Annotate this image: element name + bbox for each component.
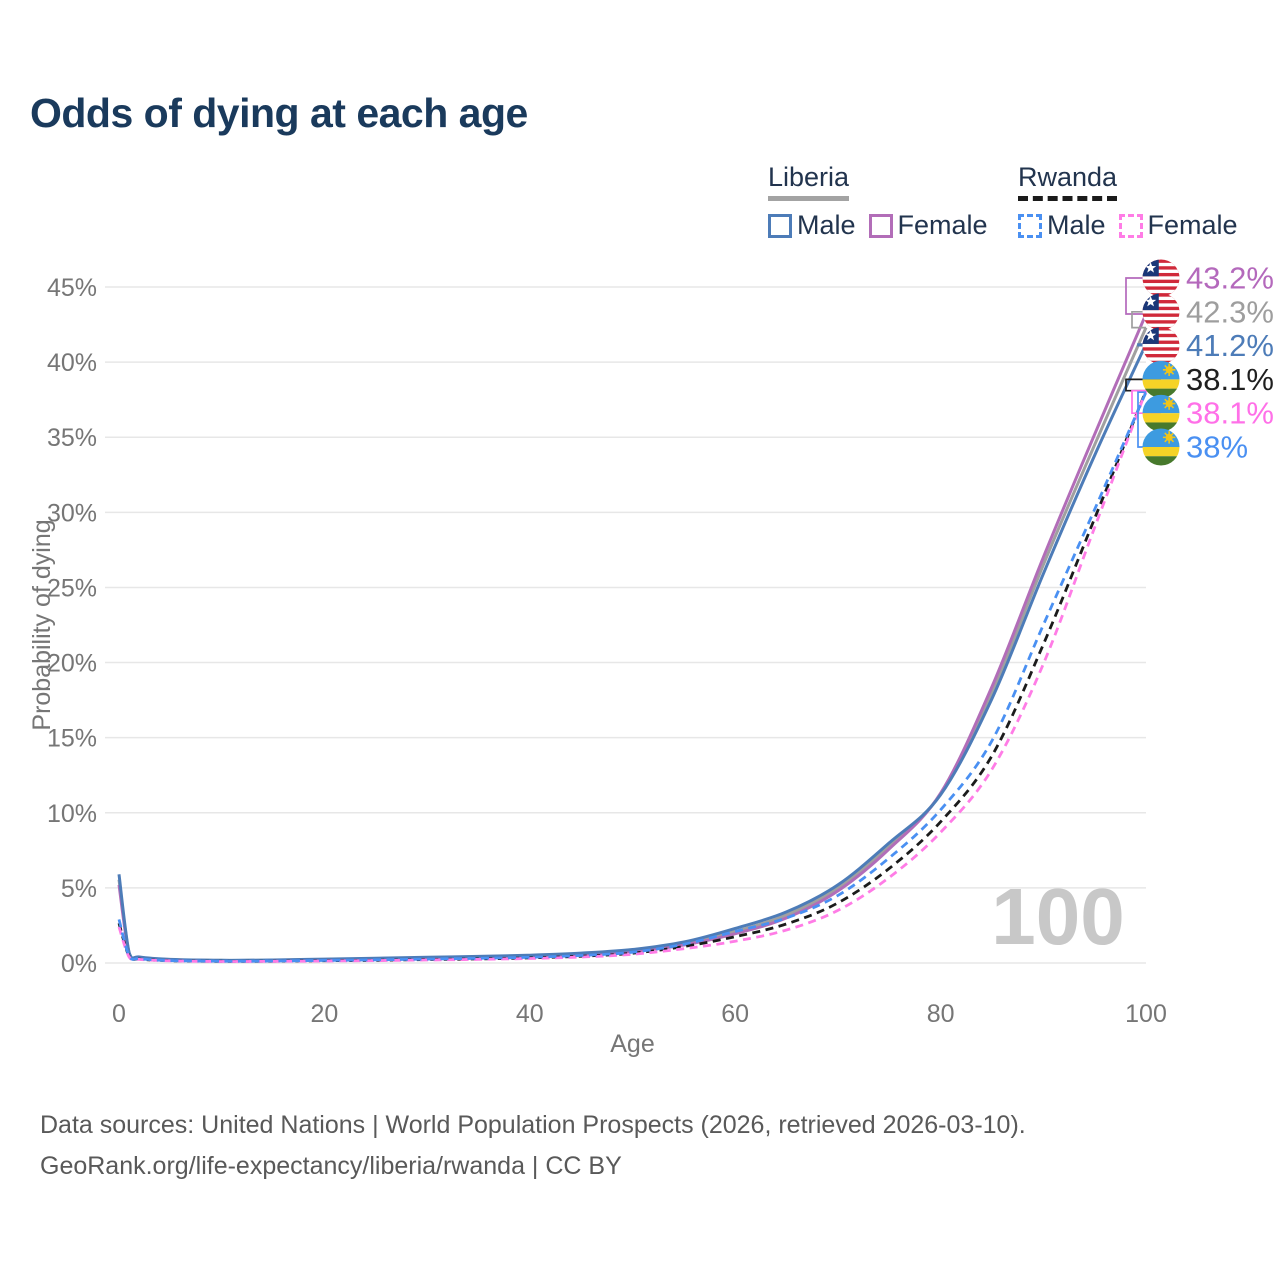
end-label-value: 43.2%: [1186, 261, 1274, 296]
x-axis-tick-label: 40: [516, 1000, 544, 1028]
rwanda-flag-icon: [1142, 394, 1180, 432]
legend-swatch-rwanda-female: [1118, 213, 1143, 238]
end-label-value: 38.1%: [1186, 362, 1274, 397]
rwanda-flag-icon: [1142, 428, 1180, 466]
legend-group-liberia: Liberia Male Female: [768, 163, 1001, 241]
legend-label-rwanda-female: Female: [1147, 210, 1238, 241]
legend-label-rwanda-male: Male: [1047, 210, 1106, 241]
mortality-line-chart: 0% 5% 10% 15% 20% 25% 30% 35% 40% 45% 0 20 40 60 80 100…: [28, 259, 1274, 1058]
legend-swatch-liberia-female: [868, 213, 893, 238]
series-line-liberia-female[interactable]: [117, 313, 1148, 963]
series-line-rwanda-female[interactable]: [117, 390, 1148, 963]
footer-data-sources: Data sources: United Nations | World Pop…: [40, 1111, 1026, 1139]
legend-item-liberia-female[interactable]: Female: [868, 210, 988, 241]
y-axis-tick-label: 10%: [47, 800, 97, 828]
y-axis-tick-label: 30%: [47, 499, 97, 527]
page-title: Odds of dying at each age: [30, 90, 528, 136]
footer-attribution: GeoRank.org/life-expectancy/liberia/rwan…: [40, 1152, 622, 1180]
legend-country-rwanda[interactable]: Rwanda: [1018, 163, 1118, 202]
y-axis-tick-label: 20%: [47, 650, 97, 678]
end-label-value: 38.1%: [1186, 396, 1274, 431]
legend-item-liberia-male[interactable]: Male: [768, 210, 856, 241]
rwanda-flag-icon: [1142, 360, 1180, 398]
x-axis-title: Age: [610, 1030, 654, 1058]
x-axis-tick-label: 0: [112, 1000, 126, 1028]
legend-label-liberia-female: Female: [897, 210, 988, 241]
x-axis-tick-label: 20: [310, 1000, 338, 1028]
y-axis-tick-label: 5%: [61, 875, 97, 903]
liberia-flag-icon: [1142, 293, 1180, 331]
legend-label-liberia-male: Male: [797, 210, 856, 241]
liberia-flag-icon: [1142, 259, 1180, 297]
end-label-value: 42.3%: [1186, 294, 1274, 329]
y-axis-title: Probability of dying: [28, 519, 56, 730]
y-axis-tick-label: 35%: [47, 424, 97, 452]
legend-swatch-rwanda-male: [1018, 213, 1042, 238]
y-axis-tick-label: 25%: [47, 574, 97, 602]
y-axis-tick-label: 15%: [47, 725, 97, 753]
x-axis-tick-label: 80: [927, 1000, 955, 1028]
legend-item-rwanda-female[interactable]: Female: [1118, 210, 1238, 241]
x-axis-tick-label: 60: [721, 1000, 749, 1028]
x-axis-tick-label: 100: [1125, 1000, 1167, 1028]
y-axis-tick-label: 45%: [47, 274, 97, 302]
series-line-liberia[interactable]: [117, 326, 1148, 962]
legend-item-rwanda-male[interactable]: Male: [1018, 210, 1106, 241]
legend-group-rwanda: Rwanda Male Female: [1018, 163, 1251, 241]
series-line-rwanda-male[interactable]: [117, 391, 1148, 963]
legend-swatch-liberia-male: [768, 213, 792, 238]
y-axis-tick-label: 40%: [47, 349, 97, 377]
end-label-value: 38%: [1186, 430, 1248, 465]
footer: Data sources: United Nations | World Pop…: [40, 1105, 1026, 1187]
end-label-value: 41.2%: [1186, 328, 1274, 363]
y-axis-tick-label: 0%: [61, 950, 97, 978]
watermark: 100: [991, 872, 1124, 961]
liberia-flag-icon: [1142, 327, 1180, 365]
legend-country-liberia[interactable]: Liberia: [768, 163, 850, 202]
